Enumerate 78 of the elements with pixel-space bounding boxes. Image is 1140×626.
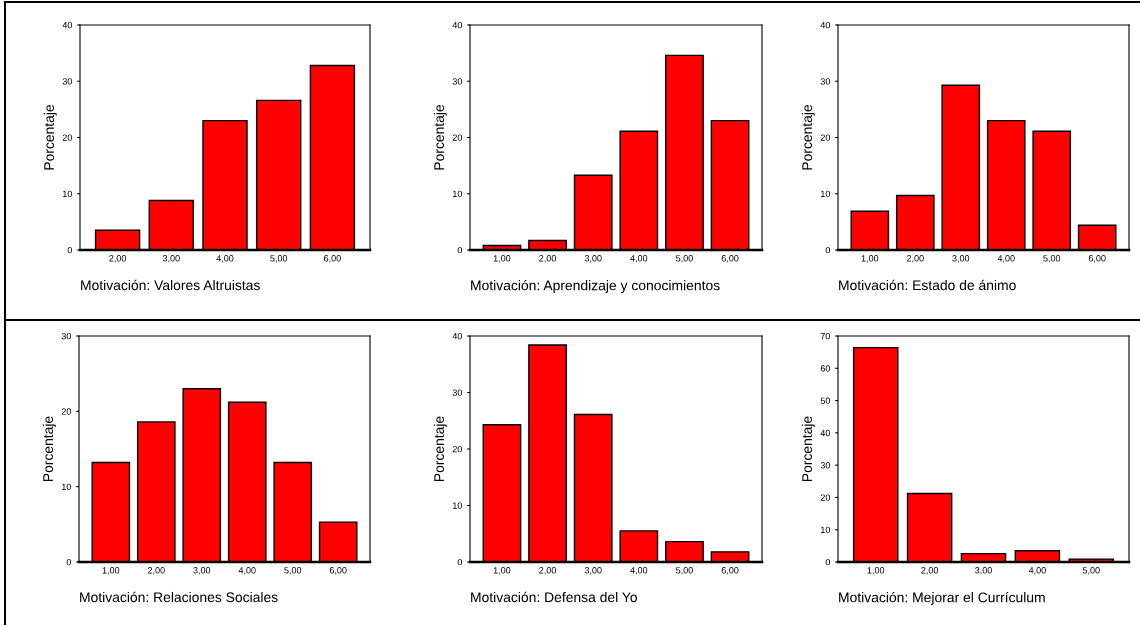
x-tick-label: 3,00 bbox=[193, 567, 211, 575]
y-tick-label: 20 bbox=[62, 134, 73, 141]
x-tick-label: 2,00 bbox=[906, 255, 924, 263]
x-tick-label: 4,00 bbox=[997, 255, 1015, 263]
x-tick-label: 3,00 bbox=[952, 255, 970, 263]
x-axis-title: Motivación: Mejorar el Currículum bbox=[839, 591, 1045, 606]
x-tick-label: 5,00 bbox=[284, 567, 302, 575]
y-tick-label: 40 bbox=[452, 332, 463, 340]
y-axis-title: Porcentaje bbox=[801, 104, 815, 170]
x-tick-label: 6,00 bbox=[329, 567, 347, 575]
x-tick-label: 2,00 bbox=[147, 567, 165, 575]
y-tick-label: 20 bbox=[452, 445, 463, 453]
x-tick-label: 1,00 bbox=[861, 255, 879, 263]
x-tick-label: 3,00 bbox=[162, 255, 180, 263]
x-tick-label: 1,00 bbox=[867, 567, 885, 575]
y-tick-label: 30 bbox=[61, 332, 72, 340]
x-axis-title: Motivación: Estado de ánimo bbox=[839, 279, 1016, 291]
x-tick-label: 4,00 bbox=[1028, 567, 1046, 575]
x-tick-label: 5,00 bbox=[676, 567, 693, 575]
y-tick-label: 10 bbox=[62, 483, 72, 491]
x-tick-label: 4,00 bbox=[630, 255, 648, 263]
y-tick-label: 10 bbox=[821, 526, 831, 534]
y-axis-title: Porcentaje bbox=[433, 416, 447, 482]
x-tick-label: 6,00 bbox=[721, 567, 739, 575]
y-axis-title: Porcentaje bbox=[801, 416, 815, 482]
x-tick-label: 2,00 bbox=[109, 255, 127, 263]
y-tick-label: 0 bbox=[825, 558, 831, 566]
y-tick-label: 50 bbox=[820, 397, 831, 404]
y-tick-label: 70 bbox=[820, 332, 831, 340]
x-tick-label: 2,00 bbox=[539, 567, 556, 575]
y-tick-label: 40 bbox=[62, 21, 73, 29]
y-tick-label: 0 bbox=[457, 246, 463, 254]
x-tick-label: 4,00 bbox=[216, 255, 234, 263]
y-tick-label: 0 bbox=[457, 558, 463, 566]
y-tick-label: 20 bbox=[820, 134, 831, 141]
x-tick-label: 5,00 bbox=[270, 255, 288, 263]
x-tick-label: 3,00 bbox=[584, 255, 602, 263]
x-tick-label: 5,00 bbox=[1082, 567, 1100, 575]
y-tick-label: 20 bbox=[452, 134, 463, 141]
x-tick-label: 1,00 bbox=[102, 567, 120, 575]
x-tick-label: 5,00 bbox=[676, 255, 693, 263]
y-tick-label: 40 bbox=[820, 21, 831, 29]
y-tick-label: 10 bbox=[821, 190, 831, 198]
y-tick-label: 0 bbox=[67, 246, 73, 254]
x-tick-label: 1,00 bbox=[493, 567, 511, 575]
y-tick-label: 10 bbox=[453, 502, 463, 509]
y-tick-label: 30 bbox=[62, 78, 73, 85]
x-tick-label: 6,00 bbox=[721, 255, 739, 263]
x-tick-label: 3,00 bbox=[975, 567, 992, 575]
y-axis-title: Porcentaje bbox=[433, 104, 447, 170]
x-tick-label: 4,00 bbox=[630, 567, 648, 575]
y-axis-title: Porcentaje bbox=[42, 416, 56, 482]
x-tick-label: 5,00 bbox=[1043, 255, 1061, 263]
x-tick-label: 2,00 bbox=[539, 255, 556, 263]
y-tick-label: 10 bbox=[453, 190, 463, 198]
y-axis-title: Porcentaje bbox=[43, 104, 57, 170]
x-tick-label: 6,00 bbox=[1088, 255, 1106, 263]
y-tick-label: 20 bbox=[61, 408, 72, 415]
x-tick-label: 3,00 bbox=[584, 567, 602, 575]
x-axis-title: Motivación: Valores Altruistas bbox=[81, 279, 260, 291]
x-tick-label: 4,00 bbox=[238, 567, 256, 575]
y-tick-label: 0 bbox=[66, 558, 72, 566]
y-tick-label: 40 bbox=[820, 429, 831, 437]
y-tick-label: 60 bbox=[820, 365, 831, 372]
x-tick-label: 2,00 bbox=[921, 567, 939, 575]
y-tick-label: 40 bbox=[452, 21, 463, 29]
y-tick-label: 20 bbox=[820, 494, 831, 501]
x-tick-label: 6,00 bbox=[324, 255, 341, 263]
x-axis-title: Motivación: Defensa del Yo bbox=[471, 591, 637, 603]
x-axis-title: Motivación: Aprendizaje y conocimientos bbox=[471, 279, 720, 294]
y-tick-label: 0 bbox=[825, 246, 831, 254]
x-axis-title: Motivación: Relaciones Sociales bbox=[80, 591, 278, 603]
y-tick-label: 30 bbox=[452, 78, 463, 85]
y-tick-label: 30 bbox=[820, 78, 831, 85]
x-tick-label: 1,00 bbox=[493, 255, 511, 263]
y-tick-label: 30 bbox=[820, 462, 831, 469]
y-tick-label: 10 bbox=[63, 190, 73, 198]
y-tick-label: 30 bbox=[452, 389, 463, 396]
